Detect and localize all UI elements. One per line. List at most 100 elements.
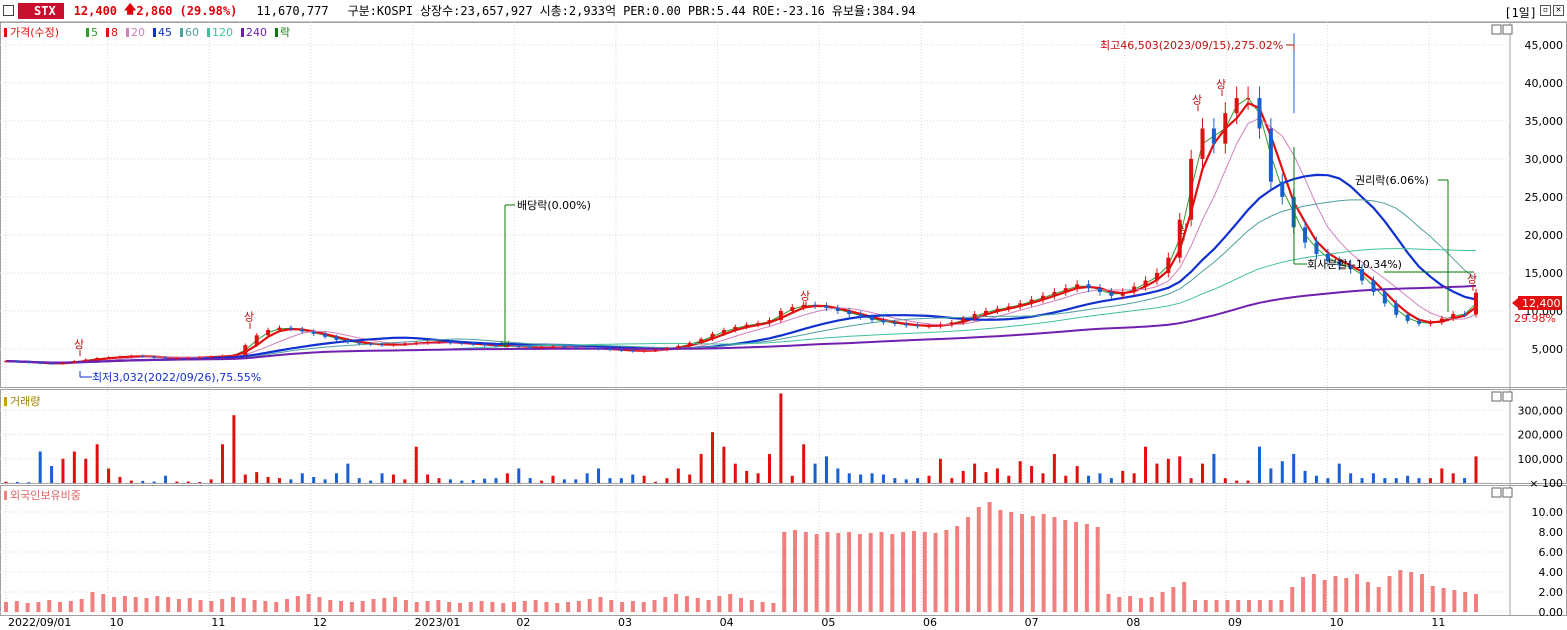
volume-bar (1394, 478, 1398, 483)
volume-bar (733, 463, 737, 483)
period-selector[interactable]: [1일] (1504, 6, 1537, 20)
candle-body (744, 324, 749, 327)
candle-body (1189, 158, 1194, 220)
volume-bar (1360, 478, 1364, 483)
candle-body (140, 355, 145, 357)
volume-value: 11,670,777 (256, 3, 329, 18)
last-price-label: 12,400 (1522, 297, 1561, 310)
volume-panel[interactable] (0, 389, 1567, 484)
foreign-bar (468, 602, 473, 612)
ma-line-8 (5, 101, 1477, 365)
candle-body (482, 344, 487, 346)
foreign-bar (890, 534, 895, 612)
foreign-bar (1214, 600, 1219, 612)
foreign-bar (1311, 574, 1316, 612)
volume-bar (27, 482, 31, 484)
foreign-bar (490, 602, 495, 612)
candle-body (197, 357, 202, 359)
volume-panel-minimize-icon[interactable] (1491, 391, 1502, 402)
header-checkbox[interactable] (3, 5, 14, 16)
volume-bar (300, 473, 304, 483)
foreign-bar (58, 602, 63, 612)
foreign-bar (1052, 517, 1057, 612)
candle-body (984, 310, 988, 314)
volume-bar (312, 476, 316, 483)
foreign-bar (771, 603, 776, 612)
volume-bar (95, 444, 99, 483)
price-panel-minimize-icon[interactable] (1491, 24, 1502, 35)
restore-icon[interactable]: ▫ (1540, 5, 1551, 16)
volume-bar (1064, 475, 1068, 483)
volume-bar (448, 479, 452, 483)
foreign-bar (749, 600, 754, 612)
price-change-pct: (29.98%) (179, 3, 238, 18)
volume-panel-close-icon[interactable] (1502, 391, 1513, 402)
ticker-badge[interactable]: STX (18, 2, 64, 19)
candle-body (345, 339, 350, 343)
foreign-bar (1290, 587, 1295, 612)
upper-limit-label: 상 (244, 311, 254, 324)
volume-bar (1087, 475, 1091, 483)
foreign-bar (793, 530, 798, 612)
field-roe: ROE:-23.16 (752, 3, 825, 18)
foreign-bar (1419, 574, 1424, 612)
field-market: 구분:KOSPI (347, 4, 413, 18)
foreign-legend: 외국인보유비중 (4, 489, 81, 502)
foreign-bar (987, 502, 992, 612)
volume-bar (1428, 478, 1432, 483)
candle-body (1029, 299, 1034, 304)
foreign-bar (857, 534, 862, 612)
foreign-bar (1247, 600, 1252, 612)
volume-bar (84, 458, 88, 483)
ma-line-5 (5, 97, 1477, 365)
foreign-bar (155, 596, 160, 612)
candle-body (152, 356, 157, 358)
volume-bar (403, 479, 407, 483)
foreign-bar (176, 599, 181, 612)
candle-body (961, 318, 966, 323)
candle-body (49, 363, 54, 365)
foreign-panel-close-icon[interactable] (1502, 487, 1513, 498)
foreign-bar (295, 596, 300, 612)
volume-bar (1178, 456, 1182, 483)
candle-body (448, 342, 453, 344)
legend-ma-swatch (241, 28, 244, 37)
close-icon[interactable]: ✕ (1553, 5, 1564, 16)
candle-body (129, 355, 134, 357)
candle-body (459, 342, 464, 344)
foreign-bar (79, 599, 84, 612)
legend-ma-20: 20 (131, 26, 145, 39)
volume-legend: 거래량 (4, 395, 40, 408)
candle-body (1063, 288, 1068, 292)
foreign-bar (1257, 600, 1262, 612)
price-y-tick: 15,000 (1525, 267, 1564, 280)
foreign-bar (1138, 598, 1143, 612)
candle-body (117, 356, 122, 358)
candle-body (528, 346, 533, 348)
price-panel[interactable] (0, 22, 1567, 388)
candle-body (1097, 288, 1102, 292)
upper-limit-label: 상 (1216, 78, 1226, 91)
foreign-panel-minimize-icon[interactable] (1491, 487, 1502, 498)
volume-bar (1109, 478, 1113, 483)
volume-bar (460, 480, 464, 483)
foreign-bar (1376, 587, 1381, 612)
volume-bar (711, 432, 715, 483)
candle-body (1052, 291, 1057, 296)
chart-canvas[interactable]: 5,00010,00015,00020,00025,00030,00035,00… (0, 22, 1567, 630)
foreign-bar (998, 510, 1003, 612)
volume-y-tick: 100,000 (1518, 453, 1564, 466)
foreign-bar (620, 602, 625, 612)
foreign-bar (4, 602, 8, 612)
price-y-tick: 45,000 (1525, 39, 1564, 52)
candle-body (1303, 227, 1308, 243)
candle-body (1132, 286, 1137, 292)
foreign-y-tick: 10.00 (1532, 506, 1564, 519)
foreign-bar (252, 600, 257, 612)
upper-limit-label: 상 (1467, 273, 1477, 286)
upper-limit-label: 상 (800, 289, 810, 302)
volume-bar (186, 481, 190, 483)
candle-body (949, 322, 954, 325)
foreign-bar (522, 601, 527, 612)
price-panel-close-icon[interactable] (1502, 24, 1513, 35)
